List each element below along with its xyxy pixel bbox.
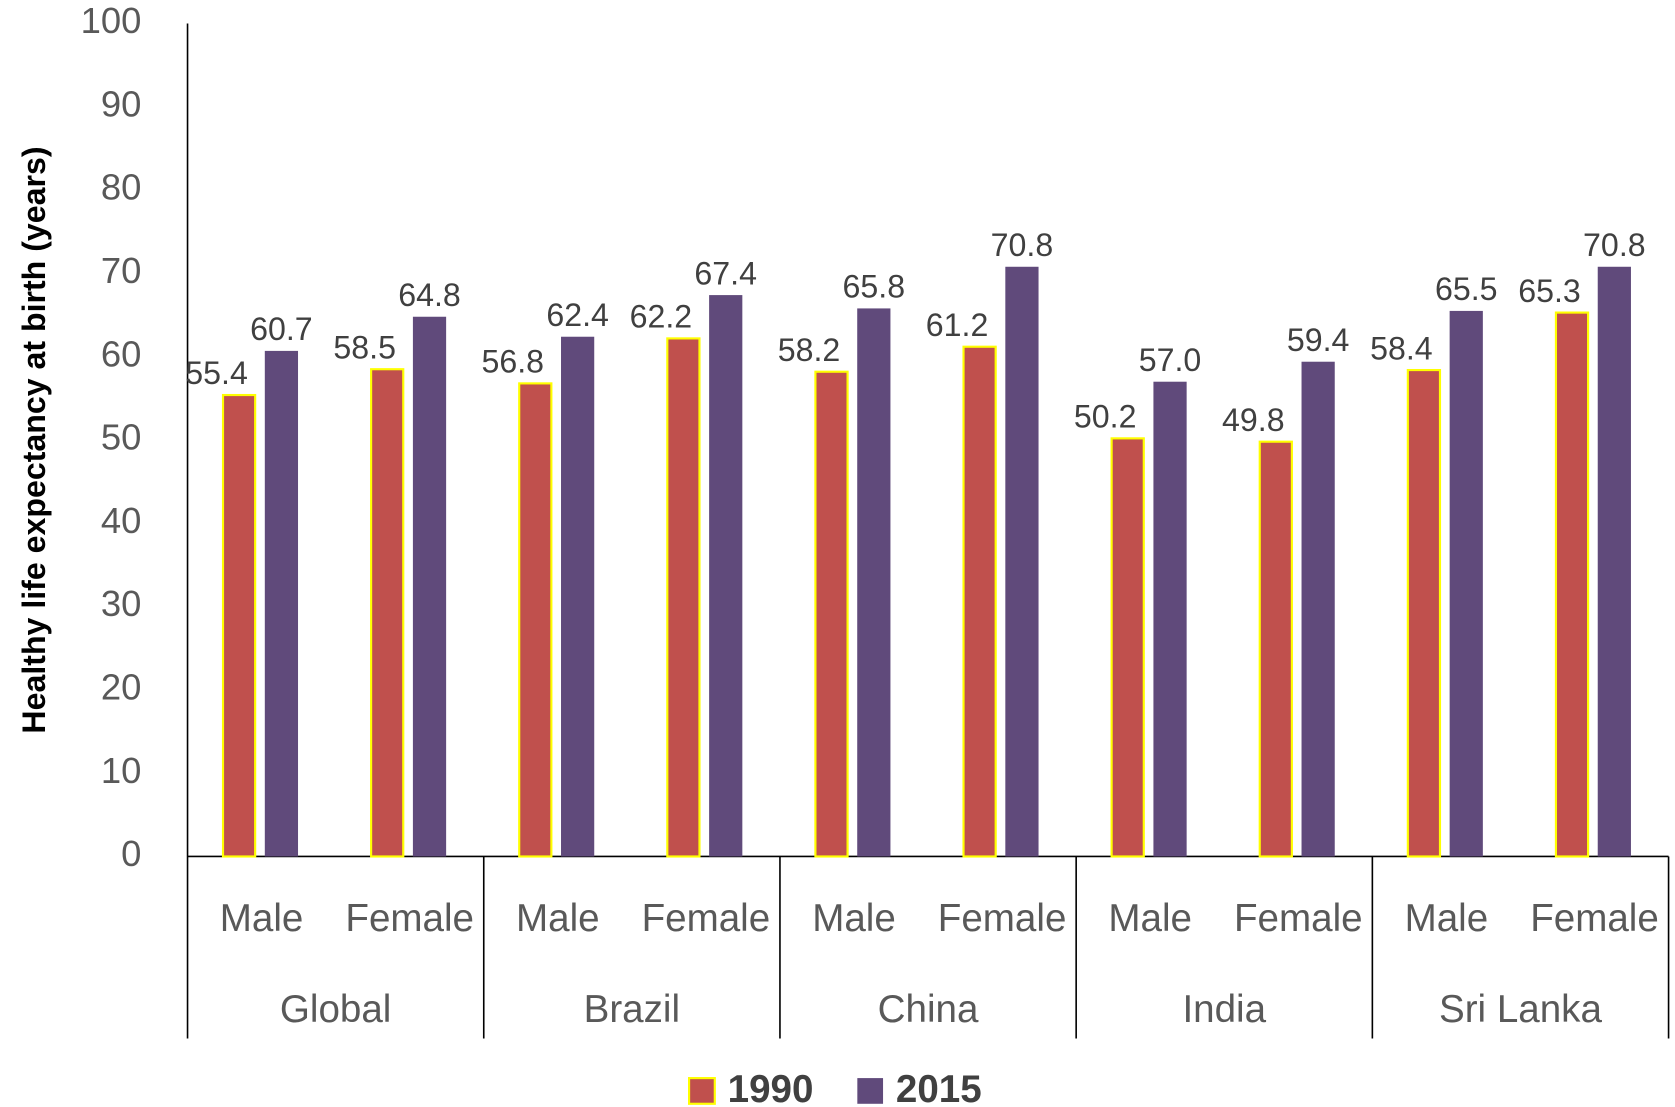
y-tick-label: 40 — [101, 500, 142, 541]
x-tick-label: Female — [1234, 897, 1363, 940]
data-label: 62.2 — [630, 299, 693, 335]
bar — [666, 337, 701, 858]
bar — [1005, 266, 1039, 857]
bar — [857, 308, 891, 857]
x-tick-label: Male — [1108, 897, 1192, 940]
group-label: Global — [280, 988, 391, 1031]
legend-label: 2015 — [896, 1068, 982, 1107]
x-tick-label: Female — [938, 897, 1067, 940]
bar — [1110, 437, 1145, 858]
bar — [1258, 440, 1293, 858]
x-tick-label: Male — [220, 897, 304, 940]
bar — [962, 345, 997, 858]
y-tick-label: 30 — [101, 583, 142, 624]
bar — [1301, 361, 1335, 857]
data-label: 49.8 — [1222, 402, 1285, 438]
y-tick-label: 20 — [101, 667, 142, 708]
bar — [412, 316, 447, 857]
y-tick-label: 80 — [101, 167, 142, 208]
data-label: 65.3 — [1518, 273, 1581, 309]
data-label: 55.4 — [185, 355, 248, 391]
data-label: 65.8 — [843, 269, 906, 305]
data-label: 58.4 — [1370, 330, 1433, 366]
data-label: 70.8 — [991, 227, 1054, 263]
y-tick-label: 50 — [101, 417, 142, 458]
data-label: 65.5 — [1435, 271, 1498, 307]
data-label: 56.8 — [482, 344, 545, 380]
data-label: 59.4 — [1287, 322, 1350, 358]
x-tick-label: Female — [642, 897, 771, 940]
y-axis-title: Healthy life expectancy at birth (years) — [16, 146, 52, 733]
data-label: 58.2 — [778, 332, 841, 368]
bar — [221, 393, 257, 858]
x-tick-label: Male — [812, 897, 896, 940]
bar — [1554, 311, 1590, 858]
legend-label: 1990 — [728, 1068, 814, 1107]
y-tick-label: 90 — [101, 83, 142, 124]
y-tick-label: 70 — [101, 250, 142, 291]
x-tick-label: Male — [516, 897, 600, 940]
group-label: India — [1182, 988, 1266, 1031]
group-label: Sri Lanka — [1439, 988, 1602, 1031]
bar — [264, 350, 299, 857]
bar — [518, 382, 553, 858]
legend-swatch — [857, 1078, 884, 1104]
y-tick-label: 10 — [101, 750, 142, 791]
data-label: 62.4 — [546, 297, 609, 333]
data-label: 64.8 — [398, 277, 461, 313]
bar — [1449, 310, 1483, 857]
data-label: 58.5 — [333, 329, 396, 365]
data-label: 67.4 — [694, 255, 757, 291]
y-tick-label: 60 — [101, 333, 142, 374]
y-tick-label: 100 — [81, 0, 142, 41]
x-tick-label: Female — [1530, 897, 1659, 940]
bar — [1406, 368, 1442, 858]
x-tick-label: Female — [345, 897, 474, 940]
legend-swatch — [688, 1077, 716, 1105]
data-label: 50.2 — [1074, 399, 1137, 435]
x-tick-label: Male — [1405, 897, 1489, 940]
y-tick-label: 0 — [121, 833, 141, 874]
bar — [709, 295, 743, 857]
data-label: 61.2 — [926, 307, 989, 343]
group-label: China — [878, 988, 979, 1031]
data-label: 60.7 — [250, 311, 313, 347]
bar — [1153, 381, 1187, 857]
bar — [370, 368, 405, 858]
data-label: 57.0 — [1139, 342, 1202, 378]
group-label: Brazil — [584, 988, 680, 1031]
bar — [561, 336, 595, 857]
bar — [1597, 266, 1631, 857]
bar — [814, 370, 849, 858]
data-label: 70.8 — [1583, 227, 1646, 263]
